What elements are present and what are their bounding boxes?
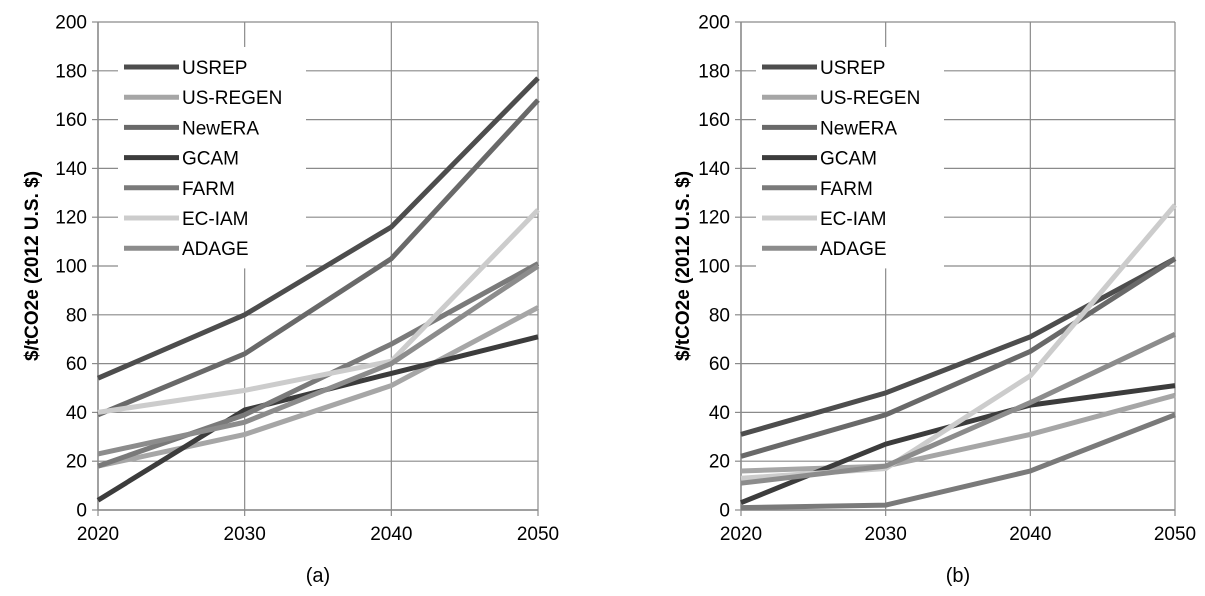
legend-label-usrep: USREP <box>182 58 247 79</box>
legend-label-gcam: GCAM <box>182 149 239 170</box>
x-tick-label: 2040 <box>1009 524 1051 545</box>
legend-label-us-regen: US-REGEN <box>182 88 282 109</box>
y-tick-label: 60 <box>66 354 87 375</box>
y-tick-label: 120 <box>55 208 87 229</box>
series-line-farm <box>740 412 1176 511</box>
series-line-usrep <box>740 256 1177 437</box>
y-tick-label: 40 <box>66 403 87 424</box>
y-axis-label: $/tCO2e (2012 U.S. $) <box>22 171 43 361</box>
legend-label-newera: NewERA <box>182 118 259 139</box>
legend-label-adage: ADAGE <box>182 239 249 260</box>
series-line-newera <box>740 256 1177 459</box>
y-axis-label: $/tCO2e (2012 U.S. $) <box>673 171 694 361</box>
y-tick-label: 140 <box>698 159 730 180</box>
y-tick-label: 160 <box>55 110 87 131</box>
x-tick-label: 2030 <box>865 524 907 545</box>
series-line-adage <box>97 263 540 457</box>
series-line-newera <box>97 98 540 418</box>
y-tick-label: 140 <box>55 159 87 180</box>
series-line-adage <box>740 332 1177 486</box>
x-tick-label: 2030 <box>224 524 266 545</box>
y-tick-label: 80 <box>709 305 730 326</box>
series-line-us-regen <box>740 392 1176 474</box>
panel-caption: (a) <box>306 565 330 587</box>
series-line-gcam <box>740 383 1176 506</box>
legend-label-ec-iam: EC-IAM <box>182 209 249 230</box>
series-line-us-regen <box>97 305 540 469</box>
series-line-gcam <box>96 334 539 503</box>
y-tick-label: 0 <box>719 501 730 522</box>
y-tick-label: 180 <box>55 61 87 82</box>
x-tick-label: 2040 <box>370 524 412 545</box>
x-tick-label: 2050 <box>1154 524 1196 545</box>
series-line-farm <box>97 261 540 469</box>
legend-label-adage: ADAGE <box>820 239 887 260</box>
y-tick-label: 200 <box>55 13 87 34</box>
y-tick-label: 40 <box>709 403 730 424</box>
y-tick-label: 100 <box>698 257 730 278</box>
x-tick-label: 2050 <box>517 524 559 545</box>
legend-label-farm: FARM <box>820 179 873 200</box>
panel-caption: (b) <box>946 565 970 587</box>
y-tick-label: 20 <box>66 452 87 473</box>
y-tick-label: 60 <box>709 354 730 375</box>
y-tick-label: 160 <box>698 110 730 131</box>
legend-label-newera: NewERA <box>820 118 897 139</box>
legend: USREP US-REGEN NewERA GCAM FARM EC-IAM ADAGE <box>118 47 306 269</box>
y-tick-label: 200 <box>698 13 730 34</box>
legend-label-us-regen: US-REGEN <box>820 88 920 109</box>
y-tick-label: 20 <box>709 452 730 473</box>
y-tick-label: 0 <box>76 501 87 522</box>
y-tick-label: 120 <box>698 208 730 229</box>
series-line-ec-iam <box>97 208 540 415</box>
y-tick-label: 180 <box>698 61 730 82</box>
legend: USREP US-REGEN NewERA GCAM FARM EC-IAM ADAGE <box>756 47 944 269</box>
x-tick-label: 2020 <box>77 524 119 545</box>
series-line-usrep <box>97 76 540 381</box>
y-tick-label: 80 <box>66 305 87 326</box>
y-tick-label: 100 <box>55 257 87 278</box>
legend-label-usrep: USREP <box>820 58 885 79</box>
x-tick-label: 2020 <box>720 524 762 545</box>
legend-label-farm: FARM <box>182 179 235 200</box>
legend-label-ec-iam: EC-IAM <box>820 209 887 230</box>
legend-label-gcam: GCAM <box>820 149 877 170</box>
